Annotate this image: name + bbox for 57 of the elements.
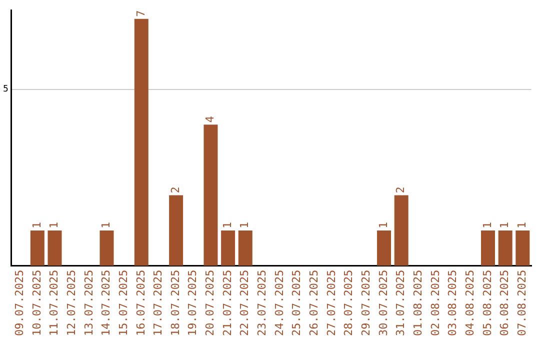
x-tick-label: 11.07.2025 xyxy=(48,270,61,336)
bar xyxy=(516,230,530,266)
x-tick-label: 02.08.2025 xyxy=(428,270,442,336)
x-tick-label: 14.07.2025 xyxy=(100,270,113,336)
bar xyxy=(100,230,114,266)
x-tick-label: 05.08.2025 xyxy=(480,270,494,336)
x-tick-label: 21.07.2025 xyxy=(220,270,234,336)
x-tick-label: 17.07.2025 xyxy=(152,270,165,336)
data-label: 2 xyxy=(168,186,182,194)
x-tick-label: 04.08.2025 xyxy=(464,270,477,336)
x-tick-label: 31.07.2025 xyxy=(394,270,408,336)
x-tick-label: 19.07.2025 xyxy=(186,270,200,336)
x-tick-label: 26.07.2025 xyxy=(308,270,321,336)
x-tick-label: 03.08.2025 xyxy=(446,270,460,336)
data-label: 4 xyxy=(204,116,217,123)
bar xyxy=(221,230,236,266)
data-label: 1 xyxy=(30,222,44,228)
x-tick-label: 22.07.2025 xyxy=(238,270,252,336)
x-tick-label: 12.07.2025 xyxy=(64,270,78,336)
x-tick-label: 15.07.2025 xyxy=(116,270,130,336)
x-tick-label: 16.07.2025 xyxy=(134,270,148,336)
data-label: 1 xyxy=(100,222,113,228)
bar xyxy=(377,230,392,266)
bar xyxy=(394,195,408,266)
x-tick-label: 10.07.2025 xyxy=(30,270,44,336)
bar xyxy=(481,230,496,266)
data-label: 1 xyxy=(498,222,512,228)
data-label: 2 xyxy=(394,186,408,194)
x-tick-label: 25.07.2025 xyxy=(290,270,304,336)
data-label: 7 xyxy=(134,10,148,17)
bar xyxy=(134,18,148,266)
x-tick-label: 29.07.2025 xyxy=(360,270,373,336)
x-tick-label: 09.07.2025 xyxy=(12,270,26,336)
data-label: 1 xyxy=(480,222,494,228)
x-tick-label: 24.07.2025 xyxy=(272,270,286,336)
x-tick-label: 06.08.2025 xyxy=(498,270,512,336)
bar xyxy=(30,230,44,266)
data-label: 1 xyxy=(376,222,390,228)
data-label: 1 xyxy=(220,222,234,228)
data-label: 1 xyxy=(48,222,61,228)
bar xyxy=(238,230,252,266)
x-tick-label: 13.07.2025 xyxy=(82,270,96,336)
x-tick-label: 28.07.2025 xyxy=(342,270,356,336)
bar xyxy=(48,230,62,266)
data-label: 1 xyxy=(238,222,252,228)
bar xyxy=(204,124,218,266)
bar xyxy=(498,230,512,266)
x-tick-label: 27.07.2025 xyxy=(324,270,338,336)
bar xyxy=(169,195,184,266)
x-tick-label: 23.07.2025 xyxy=(256,270,269,336)
x-tick-label: 01.08.2025 xyxy=(412,270,425,336)
x-tick-label: 18.07.2025 xyxy=(168,270,182,336)
x-tick-label: 30.07.2025 xyxy=(376,270,390,336)
x-tick-label: 20.07.2025 xyxy=(204,270,217,336)
x-tick-label: 07.08.2025 xyxy=(516,270,529,336)
y-tick-label: 5 xyxy=(2,84,8,95)
data-label: 1 xyxy=(516,222,529,228)
